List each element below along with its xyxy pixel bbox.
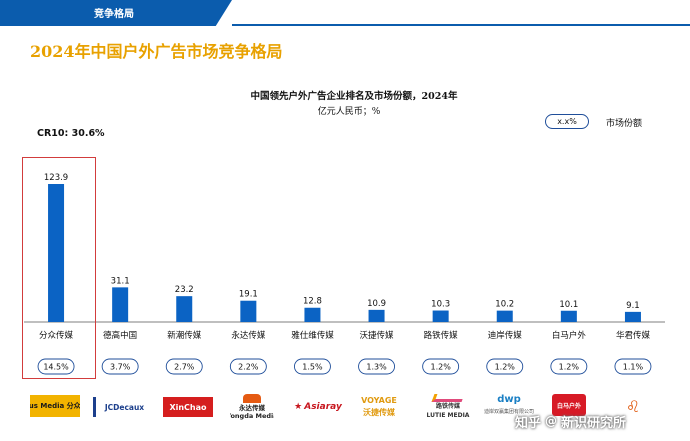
bar	[624, 311, 641, 322]
share-pill	[550, 358, 588, 375]
category-label: 迪岸传媒	[488, 330, 523, 341]
highlight-box	[22, 157, 96, 379]
category-label: 白马户外	[552, 330, 587, 341]
bar-value-label: 23.2	[175, 285, 194, 295]
baima-logo: 白马户外	[552, 394, 586, 416]
watermark-separator: @	[545, 414, 558, 428]
category-label: 永达传媒	[231, 330, 266, 341]
bar	[368, 309, 385, 322]
bar	[304, 307, 321, 322]
share-pill	[358, 358, 395, 375]
bar-value-label: 12.8	[303, 297, 322, 307]
share-label: 1.3%	[366, 363, 387, 372]
share-label: 1.5%	[302, 363, 323, 372]
bar	[48, 184, 65, 322]
company-logos: Focus Media 分众传媒 JCDecaux XinChao 永达传媒 Y…	[0, 388, 690, 432]
huajun-logo: ♌	[618, 390, 648, 422]
yongda-logo: 永达传媒 Yongda Media	[230, 394, 274, 420]
category-label: 分众传媒	[39, 330, 74, 341]
page-title: 2024年中国户外广告市场竞争格局	[30, 42, 283, 61]
lutie-logo-text: 路铁传媒	[435, 403, 460, 410]
category-label: 华君传媒	[616, 330, 651, 341]
section-label: 竞争格局	[94, 9, 134, 20]
yongda-logo-text: 永达传媒	[239, 404, 265, 412]
bar	[176, 296, 193, 322]
cr10-label: CR10: 30.6%	[37, 128, 105, 139]
bar-value-label: 10.9	[367, 299, 386, 309]
bar	[560, 310, 577, 322]
huajun-lion-icon: ♌	[625, 396, 641, 416]
category-label: 沃捷传媒	[360, 330, 395, 341]
share-pill	[37, 358, 75, 375]
bar-value-label: 10.3	[431, 300, 450, 310]
xinchao-logo: XinChao	[163, 397, 213, 417]
share-label: 2.2%	[238, 363, 259, 372]
category-label: 德高中国	[103, 330, 137, 341]
share-label: 1.2%	[430, 363, 451, 372]
share-label: 1.2%	[495, 363, 516, 372]
chart-subtitle: 亿元人民币；%	[317, 107, 381, 117]
lutie-logo: 路铁传媒 LUTIE MEDIA	[425, 394, 471, 420]
section-tab: 竞争格局	[0, 0, 232, 26]
share-label: 3.7%	[110, 363, 131, 372]
legend-marker: x.x%	[545, 114, 589, 129]
voyage-logo: VOYAGE 沃捷传媒	[355, 393, 403, 421]
bar-value-label: 10.1	[559, 300, 578, 310]
share-label: 2.7%	[174, 363, 195, 372]
share-pill	[229, 358, 267, 375]
watermark: 知乎 @ 新识研究所	[515, 410, 685, 432]
watermark-right: 新识研究所	[561, 415, 627, 431]
dwp-logo: dwp 迪岸双赢集团有限公司	[484, 392, 534, 420]
share-pill	[422, 358, 460, 375]
share-pill	[294, 358, 331, 375]
legend-label: 市场份额	[606, 119, 643, 129]
yongda-mark-icon	[243, 394, 261, 403]
dwp-logo-subtext: 迪岸双赢集团有限公司	[484, 409, 534, 415]
asiaray-logo: ★ Asiaray	[286, 397, 350, 417]
share-pill	[614, 358, 652, 375]
star-icon: ★	[294, 402, 303, 412]
share-pill	[165, 358, 203, 375]
category-label: 新潮传媒	[167, 330, 202, 341]
jcdecaux-logo: JCDecaux	[93, 397, 151, 417]
share-label: 14.5%	[43, 363, 69, 372]
bar	[496, 310, 513, 322]
bar-value-label: 9.1	[626, 301, 640, 311]
focus-media-logo: Focus Media 分众传媒	[30, 395, 80, 417]
voyage-logo-subtext: 沃捷传媒	[363, 408, 395, 417]
bar-value-label: 19.1	[239, 290, 258, 300]
watermark-left: 知乎	[515, 415, 542, 431]
bar-value-label: 123.9	[44, 173, 68, 183]
bar-value-label: 10.2	[495, 300, 514, 310]
asiaray-logo-text: Asiaray	[304, 402, 342, 412]
share-label: 1.1%	[623, 363, 644, 372]
bar-value-label: 31.1	[111, 276, 130, 286]
share-pill	[101, 358, 139, 375]
voyage-logo-text: VOYAGE	[361, 396, 397, 405]
dwp-logo-text: dwp	[497, 394, 521, 405]
lutie-mark-icon	[431, 394, 465, 402]
chart-title: 中国领先户外广告企业排名及市场份额，2024年	[250, 91, 458, 102]
bar	[432, 310, 449, 322]
lutie-logo-subtext: LUTIE MEDIA	[426, 412, 470, 419]
category-label: 路铁传媒	[424, 330, 459, 341]
header-rule	[232, 24, 690, 26]
share-pill	[486, 358, 524, 375]
share-label: 1.2%	[559, 363, 580, 372]
bar	[240, 300, 257, 322]
yongda-logo-subtext: Yongda Media	[230, 412, 274, 420]
category-label: 雅仕维传媒	[291, 330, 334, 341]
bar	[112, 287, 129, 322]
